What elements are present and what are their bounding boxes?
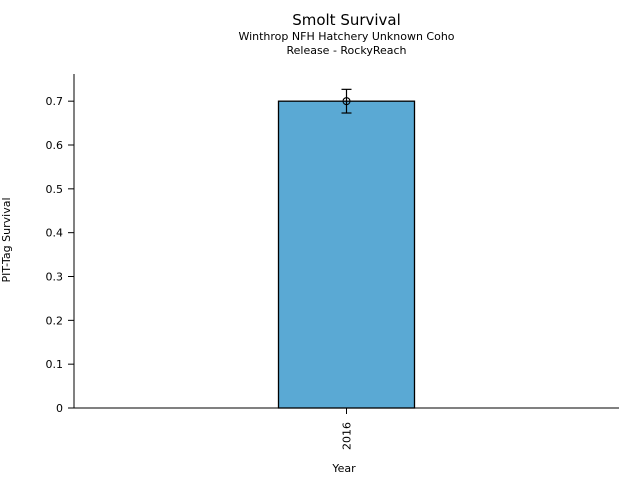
- y-tick-label: 0.7: [46, 95, 64, 108]
- chart-subtitle-line2: Release - RockyReach: [286, 44, 407, 57]
- chart-title: Smolt Survival: [292, 11, 401, 29]
- y-tick-label: 0: [56, 402, 63, 415]
- y-tick-label: 0.1: [46, 358, 64, 371]
- y-tick-label: 0.2: [46, 314, 64, 327]
- y-tick-label: 0.4: [46, 227, 64, 240]
- y-tick-label: 0.5: [46, 183, 64, 196]
- x-axis-label: Year: [332, 462, 356, 475]
- y-tick-label: 0.6: [46, 139, 64, 152]
- chart-header: Smolt Survival Winthrop NFH Hatchery Unk…: [74, 11, 619, 58]
- survival-bar-2016: [277, 100, 416, 409]
- y-tick-label: 0.3: [46, 271, 64, 284]
- error-bar-marker: [342, 97, 351, 106]
- x-tick-label: 2016: [340, 422, 353, 450]
- chart-subtitle-line1: Winthrop NFH Hatchery Unknown Coho: [238, 30, 455, 43]
